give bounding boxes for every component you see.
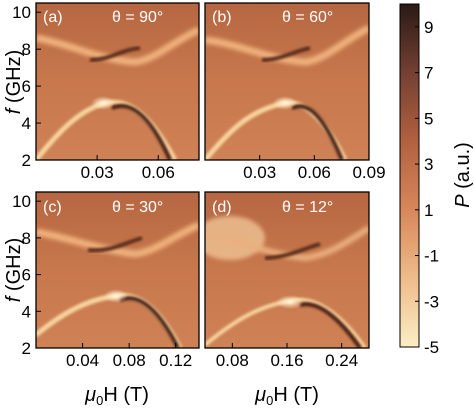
upper-branch-b <box>205 24 369 66</box>
x-axis-label-left: μ0H (T) <box>84 384 149 408</box>
heatmap-c <box>36 192 199 348</box>
upper-dark-a <box>89 46 141 62</box>
x-tick-label: 0.24 <box>325 351 358 370</box>
panel-a <box>36 3 199 160</box>
y-tick-label: 2 <box>22 339 31 358</box>
y-axis-label-bottom: f (GHz) <box>3 238 25 302</box>
bright-spot-b <box>273 96 297 110</box>
theta-label-b: θ = 60° <box>282 9 333 26</box>
colorbar-tick-label: 7 <box>424 64 433 83</box>
x-tick-label: 0.06 <box>298 163 331 182</box>
x-tick-label: 0.08 <box>216 351 249 370</box>
colorbar-tick-label: 3 <box>424 155 433 174</box>
upper-branch-d <box>205 225 369 262</box>
panel-b <box>205 3 369 160</box>
axis-ticks: 0.03 0.06 2 4 6 8 10 0.03 0.06 0.09 0.04 0.08 0.12 2 4… <box>12 3 385 370</box>
x-label-rest-2: H (T) <box>273 384 319 406</box>
colorbar <box>399 3 420 348</box>
y-label-main: f <box>3 106 25 114</box>
x-tick-label: 0.09 <box>352 163 385 182</box>
upper-branch-a <box>36 26 199 66</box>
colorbar-label-unit: (a.u.) <box>452 142 474 194</box>
frame-c <box>35 191 200 349</box>
x-tick-label: 0.06 <box>142 163 175 182</box>
theta-label-d: θ = 12° <box>282 199 333 216</box>
colorbar-tick-label: 1 <box>424 201 433 220</box>
colorbar-label: P (a.u.) <box>452 142 474 208</box>
bright-spot-c <box>104 289 128 303</box>
panel-label-a: (a) <box>43 9 63 26</box>
upper-dark-b <box>261 46 311 62</box>
x-tick-label: 0.04 <box>66 351 99 370</box>
x-label-sub: 0 <box>96 393 103 408</box>
colorbar-tick-label: -3 <box>424 292 439 311</box>
colorbar-tick-label: -1 <box>424 247 439 266</box>
svg-text:f (GHz): f (GHz) <box>3 50 25 114</box>
upper-dark-c <box>87 236 143 253</box>
x-label-main: μ <box>84 384 96 406</box>
upper-branch-c <box>36 221 199 258</box>
x-tick-label: 0.12 <box>159 351 192 370</box>
x-label-main-2: μ <box>254 384 266 406</box>
y-label-main-2: f <box>3 294 25 302</box>
frame-a <box>35 2 200 161</box>
panel-label-b: (b) <box>212 9 232 26</box>
x-tick-label: 0.03 <box>243 163 276 182</box>
y-tick-label: 2 <box>22 151 31 170</box>
lower-dark-a <box>111 104 172 160</box>
y-tick-label: 4 <box>22 302 31 321</box>
y-tick-label: 6 <box>22 266 31 285</box>
y-tick-label: 4 <box>22 114 31 133</box>
y-tick-label: 6 <box>22 77 31 96</box>
panel-label-d: (d) <box>212 199 232 216</box>
panel-label-c: (c) <box>43 199 62 216</box>
bright-spot-a <box>91 96 115 110</box>
lower-dark-b <box>291 104 344 160</box>
x-label-rest: H (T) <box>103 384 149 406</box>
colorbar-tick-label: 5 <box>424 109 433 128</box>
x-tick-label: 0.16 <box>270 351 303 370</box>
frame-b <box>204 2 370 161</box>
x-tick-label: 0.08 <box>113 351 146 370</box>
y-label-unit: (GHz) <box>3 50 25 103</box>
y-tick-label: 8 <box>22 40 31 59</box>
svg-text:P (a.u.): P (a.u.) <box>452 142 474 208</box>
y-tick-label: 10 <box>12 192 31 211</box>
colorbar-tick-label: -5 <box>424 338 439 357</box>
svg-text:f (GHz): f (GHz) <box>3 238 25 302</box>
y-tick-label: 10 <box>12 3 31 22</box>
heatmap-a <box>36 3 199 160</box>
colorbar-label-main: P <box>452 194 474 208</box>
x-tick-label: 0.03 <box>81 163 114 182</box>
theta-label-a: θ = 90° <box>112 9 163 26</box>
theta-label-c: θ = 30° <box>112 199 163 216</box>
x-axis-label-right: μ0H (T) <box>254 384 319 408</box>
y-label-unit-2: (GHz) <box>3 238 25 291</box>
panel-d <box>205 192 369 348</box>
y-axis-label-top: f (GHz) <box>3 50 25 114</box>
bright-region-d <box>205 216 265 260</box>
lower-dark-d <box>299 302 362 348</box>
panel-c <box>36 192 199 348</box>
colorbar-tick-label: 9 <box>424 18 433 37</box>
colorbar-ticks: 9 7 5 3 1 -1 -3 -5 <box>415 18 439 357</box>
y-tick-label: 8 <box>22 229 31 248</box>
upper-dark-d <box>264 242 321 260</box>
bright-spot-d <box>276 295 304 309</box>
x-label-sub-2: 0 <box>266 393 273 408</box>
